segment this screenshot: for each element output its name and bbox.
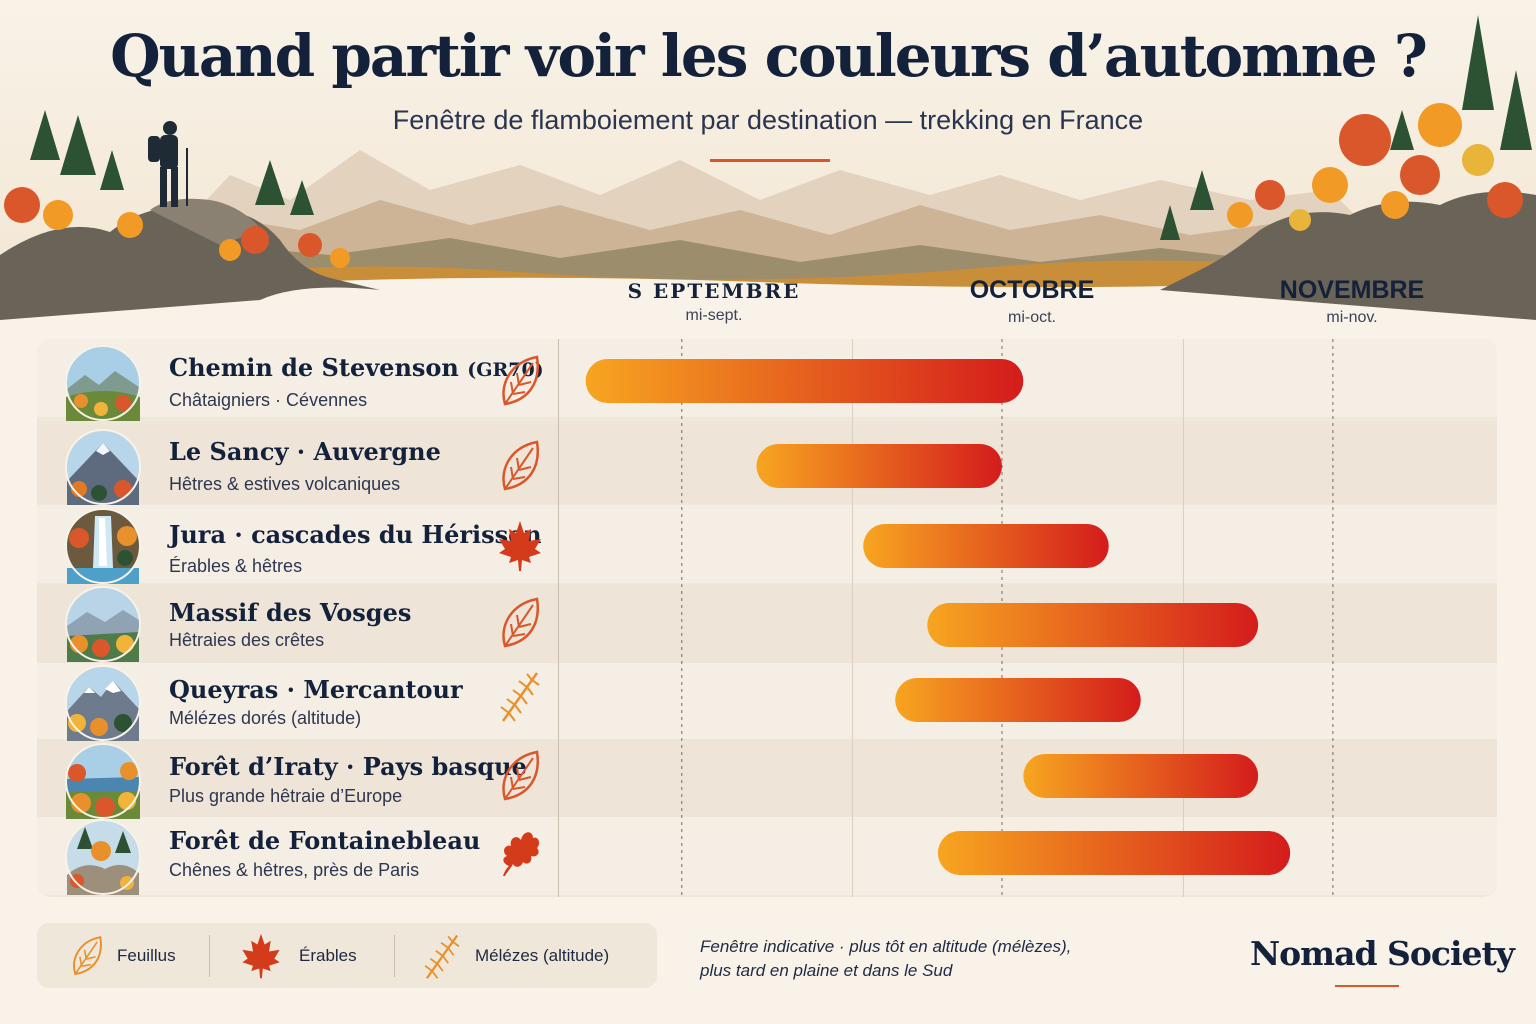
month-label: NOVEMBRE	[1279, 276, 1425, 304]
month-header-october: OCTOBRE mi-oct.	[922, 276, 1142, 327]
month-label: OCTOBRE	[969, 276, 1095, 304]
legend-item-melezes: Mélézes (altitude)	[421, 923, 609, 988]
page-title: Quand partir voir les couleurs d’automne…	[110, 22, 1428, 90]
brand-logo-text: Nomad Society	[1250, 934, 1515, 973]
timeline-chart	[585, 339, 1334, 897]
page-subtitle: Fenêtre de flamboiement par destination …	[392, 105, 1144, 135]
destination-name: Forêt de Fontainebleau	[169, 826, 481, 855]
foliage-window-bar	[937, 831, 1291, 875]
destination-name: Jura · cascades du Hérisson	[169, 520, 542, 549]
vosges-ridges-thumbnail	[65, 586, 141, 662]
legend-item-feuillus: Feuillus	[69, 923, 176, 988]
destination-subtitle: Hêtraies des crêtes	[169, 630, 325, 650]
deciduous-leaf-icon	[502, 440, 539, 491]
footnote: Fenêtre indicative · plus tôt en altitud…	[700, 935, 1071, 983]
brand-underline	[1335, 985, 1399, 987]
destination-subtitle: Chênes & hêtres, près de Paris	[169, 860, 420, 880]
destination-name: Massif des Vosges	[169, 598, 412, 627]
destination-subtitle: Hêtres & estives volcaniques	[169, 474, 401, 494]
legend-divider	[209, 935, 210, 977]
legend: Feuillus Érables Mélézes (altitude)	[37, 923, 657, 988]
destination-row	[37, 663, 1497, 741]
destination-name: Chemin de Stevenson (GR70)	[169, 353, 544, 382]
destination-row	[37, 505, 1497, 583]
destination-name: Queyras · Mercantour	[169, 675, 463, 704]
timeline-panel: Chemin de Stevenson (GR70) Châtaigniers …	[37, 339, 1497, 897]
deciduous-leaf-icon	[502, 597, 539, 648]
deciduous-leaf-icon	[502, 355, 539, 406]
autumn-landscape-illustration	[0, 0, 1536, 320]
title-underline	[710, 159, 830, 162]
legend-label: Mélézes (altitude)	[475, 945, 610, 965]
tick-label: mi-nov.	[1326, 309, 1378, 326]
legend-item-erables: Érables	[235, 923, 357, 988]
destination-subtitle: Érables & hêtres	[169, 556, 303, 576]
tick-label: mi-sept.	[685, 307, 743, 324]
deciduous-leaf-icon	[502, 750, 539, 801]
maple-leaf-icon	[242, 933, 280, 978]
fontainebleau-rocks-thumbnail	[65, 819, 141, 895]
month-header-november: NOVEMBRE mi-nov.	[1242, 276, 1462, 327]
larch-needle-icon	[424, 934, 460, 979]
destination-name: Forêt d’Iraty · Pays basque	[169, 752, 527, 781]
waterfall-thumbnail	[65, 508, 141, 584]
legend-label: Érables	[299, 945, 357, 965]
destination-subtitle: Plus grande hêtraie d’Europe	[169, 786, 403, 806]
month-label: S EPTEMBRE	[627, 279, 801, 303]
oak-leaf-icon	[503, 832, 540, 876]
column-divider	[558, 339, 559, 897]
footnote-line: Fenêtre indicative · plus tôt en altitud…	[700, 937, 1072, 956]
foliage-window-bar	[1023, 754, 1259, 798]
destination-name: Le Sancy · Auvergne	[169, 437, 441, 466]
iraty-lake-thumbnail	[65, 743, 141, 819]
alps-snowpeak-thumbnail	[65, 665, 141, 741]
destination-subtitle: Mélézes dorés (altitude)	[169, 708, 362, 728]
legend-label: Feuillus	[117, 945, 176, 965]
foliage-window-bar	[895, 678, 1141, 722]
month-header-september: S EPTEMBRE mi-sept.	[604, 276, 824, 325]
foliage-window-bar	[927, 603, 1259, 647]
foliage-window-bar	[756, 444, 1002, 488]
tick-label: mi-oct.	[1008, 309, 1056, 326]
sancy-volcano-thumbnail	[65, 429, 141, 505]
destination-subtitle: Châtaigniers · Cévennes	[169, 390, 368, 410]
foliage-window-bar	[863, 524, 1109, 568]
footnote-line: plus tard en plaine et dans le Sud	[700, 961, 953, 980]
larch-needle-icon	[500, 672, 540, 722]
legend-divider	[394, 935, 395, 977]
foliage-window-bar	[585, 359, 1024, 403]
maple-leaf-icon	[499, 521, 541, 571]
deciduous-leaf-icon	[73, 935, 102, 975]
stevenson-valley-thumbnail	[65, 345, 141, 421]
